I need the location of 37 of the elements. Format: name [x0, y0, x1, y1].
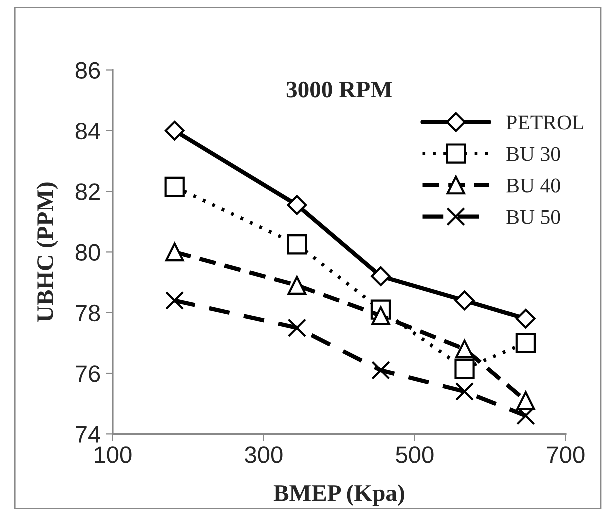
point [516, 309, 536, 329]
legend-label: BU 40 [506, 178, 560, 193]
y-tick-label: 82 [76, 184, 100, 200]
y-tick-label: 84 [76, 122, 100, 140]
chart-title: 3000 RPM [286, 82, 392, 98]
y-tick-label: 78 [76, 304, 100, 322]
point [372, 361, 390, 380]
point [371, 266, 391, 286]
point [165, 242, 184, 262]
point [372, 306, 390, 326]
y-tick-label: 76 [76, 366, 100, 382]
point [287, 234, 308, 255]
legend-label: PETROL [506, 116, 584, 130]
point [455, 382, 474, 402]
point [164, 121, 185, 141]
point [516, 406, 536, 426]
point [516, 391, 536, 410]
x-tick-label: 100 [95, 446, 132, 464]
x-tick-label: 700 [547, 446, 585, 464]
point [288, 276, 307, 295]
x-axis-title: BMEP (Kpa) [274, 484, 404, 506]
point [288, 318, 307, 338]
point [454, 358, 475, 380]
point [164, 176, 185, 198]
y-tick-label: 80 [76, 244, 100, 261]
point [165, 291, 184, 310]
x-tick-label: 300 [245, 446, 283, 464]
point [516, 333, 536, 354]
x-tick-label: 500 [396, 446, 434, 464]
y-axis-title: UBHC (PPM) [36, 182, 58, 322]
point [455, 340, 474, 359]
legend-label: BU 30 [506, 147, 560, 162]
legend-label: BU 50 [506, 210, 560, 224]
point [454, 290, 475, 311]
point [287, 195, 308, 216]
y-tick-label: 74 [76, 426, 100, 443]
y-tick-label: 86 [76, 62, 100, 80]
